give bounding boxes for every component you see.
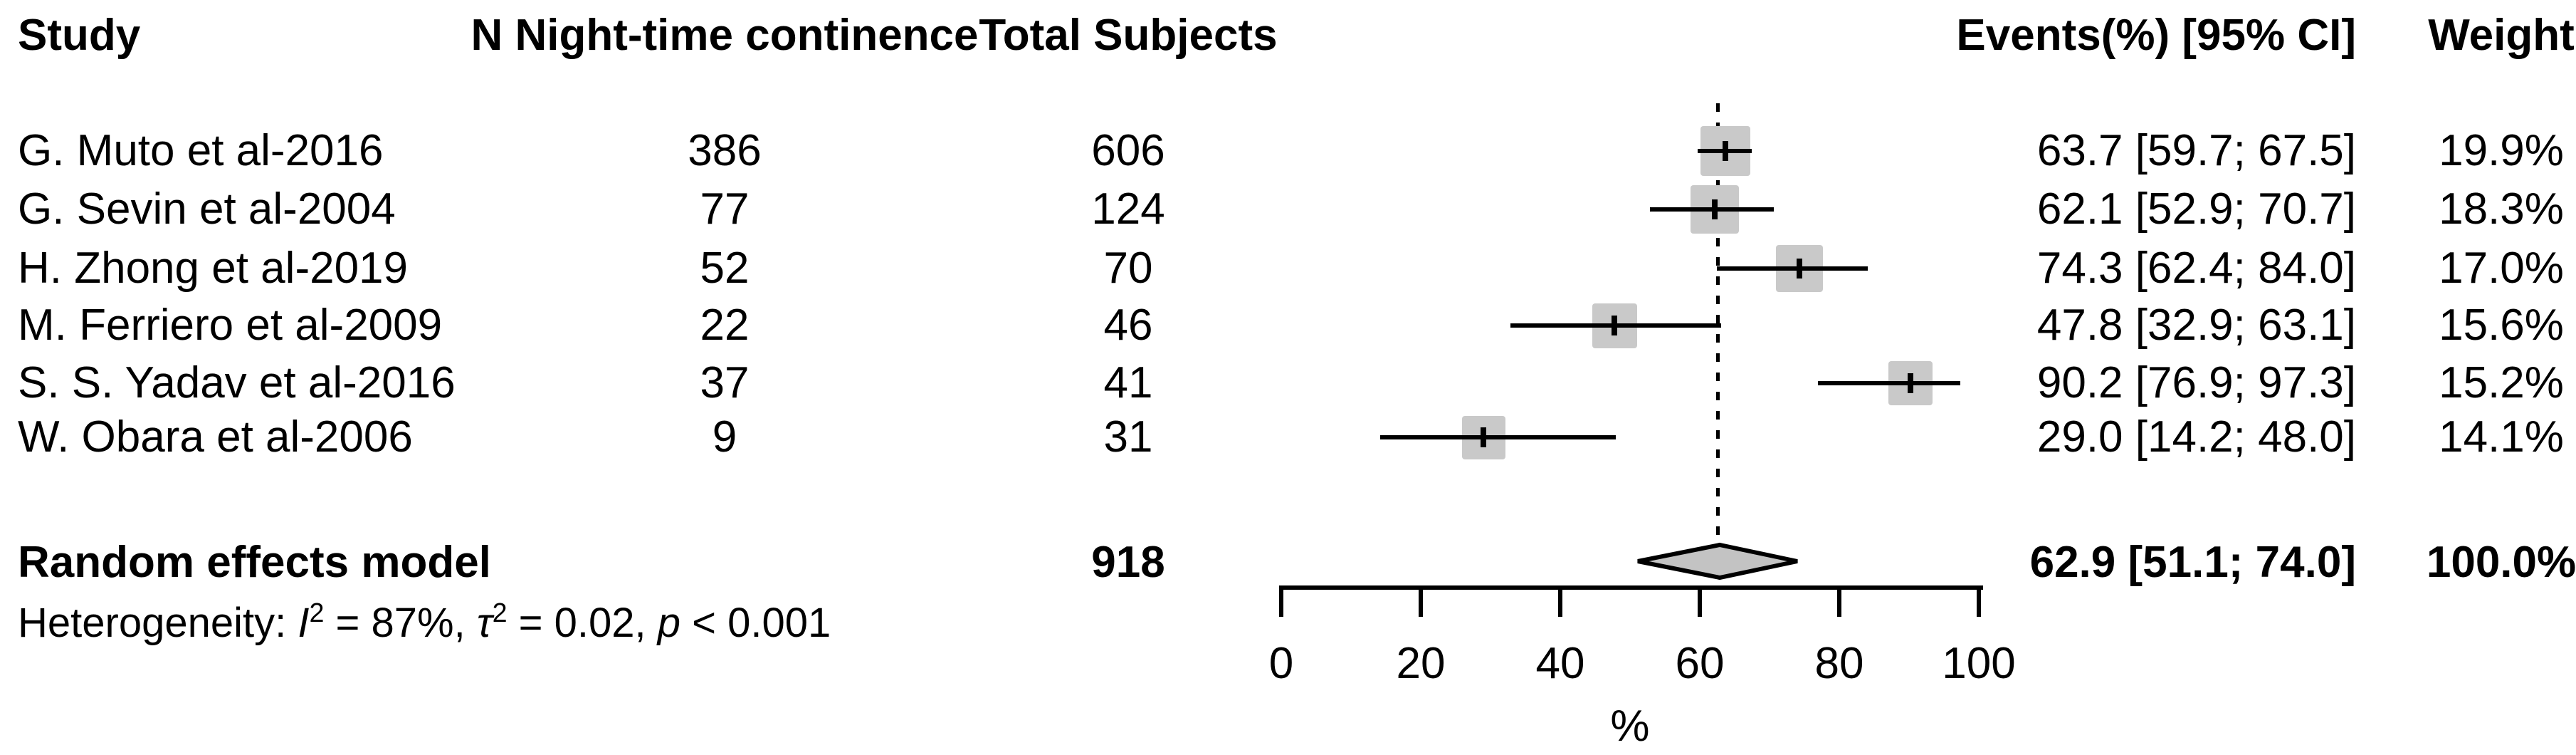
column-header-total-subjects: Total Subjects: [979, 11, 1278, 60]
axis-tick-label: 80: [1814, 639, 1864, 688]
point-estimate-tick: [1612, 316, 1617, 335]
axis-tick-label: 100: [1942, 639, 2016, 688]
axis-tick-label: 60: [1675, 639, 1725, 688]
axis-tick: [1977, 585, 1981, 617]
events-ci-value: 63.7 [59.7; 67.5]: [2036, 126, 2356, 175]
study-name: M. Ferriero et al-2009: [18, 301, 443, 350]
axis-tick-label: 40: [1535, 639, 1585, 688]
study-name: G. Sevin et al-2004: [18, 184, 396, 234]
axis-tick-label: 0: [1268, 639, 1294, 688]
weight-value: 15.2%: [2439, 358, 2564, 407]
summary-weight-value: 100.0%: [2426, 538, 2576, 587]
events-ci-value: 90.2 [76.9; 97.3]: [2036, 358, 2356, 407]
n-value: 9: [712, 412, 737, 462]
ci-line: [1717, 266, 1868, 271]
weight-value: 14.1%: [2439, 412, 2564, 462]
column-header-n-night-time-continence: N Night-time continence: [470, 11, 979, 60]
events-ci-value: 62.1 [52.9; 70.7]: [2036, 184, 2356, 234]
x-axis-line: [1281, 585, 1983, 590]
axis-tick: [1419, 585, 1423, 617]
study-name: H. Zhong et al-2019: [18, 244, 409, 293]
heterogeneity-segment: τ: [476, 600, 493, 646]
column-header-events-ci: Events(%) [95% CI]: [1956, 11, 2356, 60]
weight-value: 19.9%: [2439, 126, 2564, 175]
total-value: 124: [1091, 184, 1165, 234]
x-axis-label: %: [1610, 702, 1650, 751]
weight-value: 15.6%: [2439, 301, 2564, 350]
total-value: 46: [1103, 301, 1153, 350]
n-value: 22: [700, 301, 750, 350]
n-value: 37: [700, 358, 750, 407]
axis-tick: [1837, 585, 1841, 617]
axis-tick: [1698, 585, 1702, 617]
summary-total-value: 918: [1091, 538, 1165, 587]
summary-diamond-shape: [1637, 542, 1798, 580]
weight-value: 18.3%: [2439, 184, 2564, 234]
heterogeneity-note: Heterogeneity: I2 = 87%, τ2 = 0.02, p < …: [18, 598, 831, 650]
point-estimate-tick: [1908, 373, 1913, 393]
ci-line: [1380, 435, 1616, 439]
heterogeneity-segment: Heterogeneity:: [18, 600, 298, 646]
heterogeneity-segment: = 0.02,: [507, 600, 658, 646]
point-estimate-tick: [1723, 141, 1728, 161]
events-ci-value: 47.8 [32.9; 63.1]: [2036, 301, 2356, 350]
total-value: 70: [1103, 244, 1153, 293]
events-ci-value: 74.3 [62.4; 84.0]: [2036, 244, 2356, 293]
heterogeneity-segment: < 0.001: [680, 600, 831, 646]
study-name: S. S. Yadav et al-2016: [18, 358, 456, 407]
axis-tick: [1558, 585, 1562, 617]
total-value: 31: [1103, 412, 1153, 462]
ci-line: [1818, 381, 1960, 385]
weight-value: 17.0%: [2439, 244, 2564, 293]
heterogeneity-segment: p: [657, 600, 681, 646]
heterogeneity-segment: 2: [492, 598, 508, 628]
axis-tick-label: 20: [1396, 639, 1446, 688]
n-value: 77: [700, 184, 750, 234]
point-estimate-tick: [1797, 259, 1802, 278]
summary-events-ci-value: 62.9 [51.1; 74.0]: [2029, 538, 2356, 587]
point-estimate-tick: [1481, 427, 1486, 447]
point-estimate-tick: [1712, 199, 1718, 219]
n-value: 386: [688, 126, 762, 175]
heterogeneity-segment: I: [298, 600, 310, 646]
total-value: 606: [1091, 126, 1165, 175]
heterogeneity-segment: 2: [309, 598, 325, 628]
n-value: 52: [700, 244, 750, 293]
heterogeneity-segment: = 87%,: [324, 600, 477, 646]
column-header-weight: Weight: [2428, 11, 2575, 60]
total-value: 41: [1103, 358, 1153, 407]
axis-tick: [1279, 585, 1283, 617]
column-header-study: Study: [18, 11, 141, 60]
study-name: W. Obara et al-2006: [18, 412, 413, 462]
study-name: G. Muto et al-2016: [18, 126, 384, 175]
summary-label: Random effects model: [18, 538, 491, 587]
events-ci-value: 29.0 [14.2; 48.0]: [2036, 412, 2356, 462]
